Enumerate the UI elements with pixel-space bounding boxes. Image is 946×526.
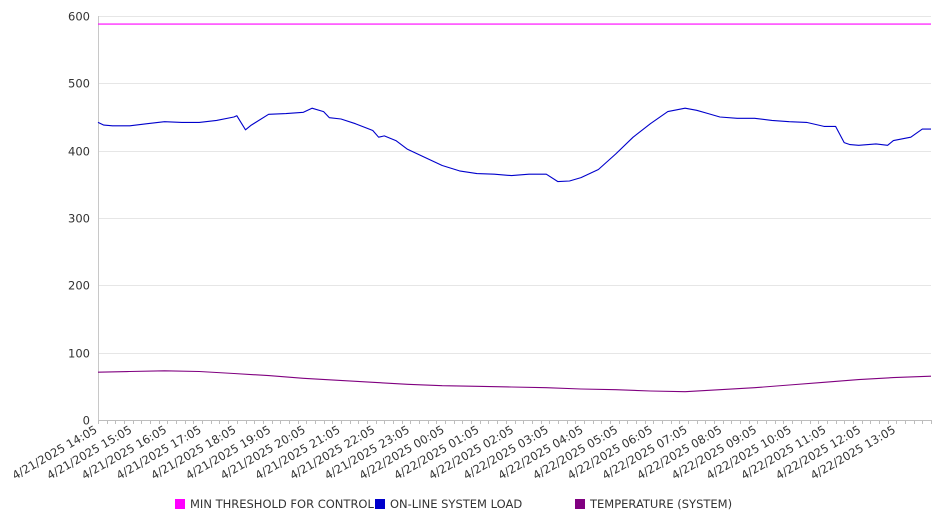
temperature-line [97, 370, 932, 393]
y-tick-labels: 0 100 200 300 400 500 600 [68, 10, 90, 428]
y-tick-label-300: 300 [68, 212, 90, 226]
legend-swatch-system-load [375, 499, 385, 509]
legend-label-system-load: ON-LINE SYSTEM LOAD [390, 497, 523, 511]
gridlines [98, 16, 931, 354]
y-tick-label-100: 100 [68, 347, 90, 361]
legend-swatch-temperature [575, 499, 585, 509]
legend: MIN THRESHOLD FOR CONTROL ON-LINE SYSTEM… [0, 497, 946, 515]
legend-item-system-load[interactable]: ON-LINE SYSTEM LOAD [375, 497, 522, 511]
legend-swatch-min-threshold [175, 499, 185, 509]
x-tick-labels: 4/21/2025 14:054/21/2025 15:054/21/2025 … [10, 422, 898, 482]
axes [98, 16, 932, 424]
legend-label-temperature: TEMPERATURE (SYSTEM) [590, 497, 733, 511]
legend-item-temperature[interactable]: TEMPERATURE (SYSTEM) [575, 497, 732, 511]
legend-item-min-threshold[interactable]: MIN THRESHOLD FOR CONTROL [175, 497, 374, 511]
legend-label-min-threshold: MIN THRESHOLD FOR CONTROL [190, 497, 374, 511]
line-chart: 0 100 200 300 400 500 600 4/21/2025 14:054/21/… [10, 10, 932, 482]
y-tick-label-400: 400 [68, 145, 90, 159]
y-tick-label-600: 600 [68, 10, 90, 24]
y-tick-label-200: 200 [68, 279, 90, 293]
y-tick-label-0: 0 [83, 414, 90, 428]
system-load-line [97, 107, 931, 183]
series-layer [97, 23, 932, 393]
y-tick-label-500: 500 [68, 77, 90, 91]
